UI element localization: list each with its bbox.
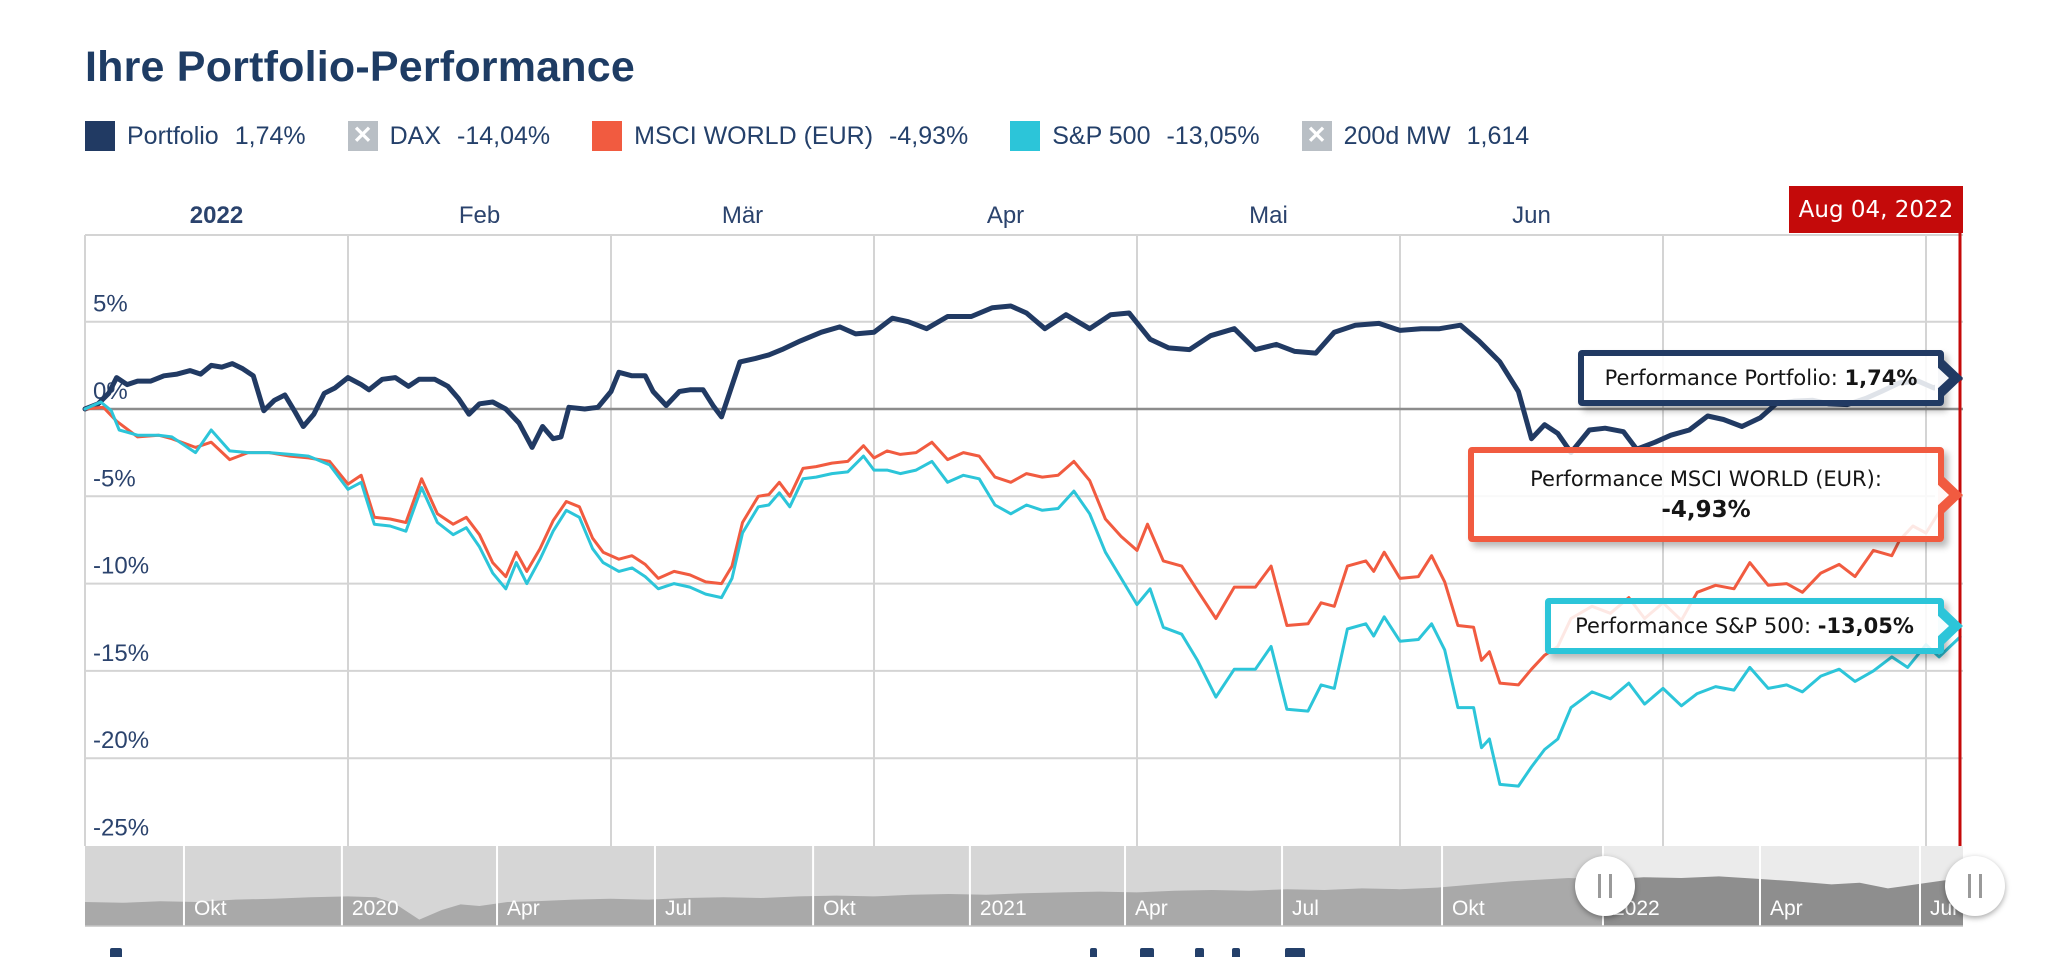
y-axis-tick-label: -25%: [93, 815, 149, 842]
series-line-portfolio: [82, 303, 1963, 456]
legend-item-dax[interactable]: ✕ DAX -14,04%: [347, 121, 551, 151]
x-axis-month-label: 2022: [190, 202, 243, 229]
clipped-text-fragment: [1195, 948, 1204, 957]
navigator-time-label: Okt: [823, 897, 856, 920]
y-axis-tick-label: 5%: [93, 291, 128, 318]
legend-label: S&P 500: [1052, 121, 1151, 150]
clipped-text-fragment: [1140, 948, 1154, 957]
navigator-time-label: 2021: [980, 897, 1027, 920]
grip-icon: [1598, 874, 1601, 898]
navigator-time-label: Apr: [1770, 897, 1803, 920]
navigator-time-label: Jul: [665, 897, 692, 920]
tooltip-text: Performance Portfolio: 1,74%: [1604, 366, 1918, 390]
legend-value: -4,93%: [889, 121, 969, 150]
navigator-time-label: Apr: [1135, 897, 1168, 920]
tooltip-sp500: Performance S&P 500: -13,05%: [1545, 598, 1944, 654]
sp500-swatch-icon: [1010, 121, 1041, 151]
legend-item-200d-mw[interactable]: ✕ 200d MW 1,614: [1301, 121, 1530, 151]
y-axis-tick-label: -20%: [93, 727, 149, 754]
legend-value: -14,04%: [457, 121, 551, 150]
navigator-time-label: Okt: [1452, 897, 1485, 920]
legend-item-msci-world[interactable]: MSCI WORLD (EUR) -4,93%: [592, 121, 968, 151]
legend-value: 1,74%: [234, 121, 306, 150]
tooltip-msci-world: Performance MSCI WORLD (EUR): -4,93%: [1468, 447, 1944, 542]
x-axis-month-label: Mär: [722, 202, 763, 229]
y-axis-tick-label: -5%: [93, 465, 136, 492]
msci-swatch-icon: [592, 121, 623, 151]
x-axis-month-label: Mai: [1249, 202, 1288, 229]
tooltip-text: Performance MSCI WORLD (EUR):: [1530, 466, 1882, 491]
legend-label: Portfolio: [127, 121, 219, 150]
portfolio-swatch-icon: [85, 121, 115, 151]
grip-icon: [1979, 874, 1982, 898]
legend-label: DAX: [389, 121, 442, 150]
page-title: Ihre Portfolio-Performance: [85, 42, 635, 91]
clipped-text-fragment: [1090, 948, 1097, 957]
legend-item-sp500[interactable]: S&P 500 -13,05%: [1010, 121, 1260, 151]
legend-label: MSCI WORLD (EUR): [634, 121, 874, 150]
legend-value: -13,05%: [1166, 121, 1260, 150]
x-axis-month-label: Jun: [1512, 202, 1551, 229]
y-axis-tick-label: -15%: [93, 640, 149, 667]
legend-label: 200d MW: [1343, 121, 1451, 150]
grip-icon: [1968, 874, 1971, 898]
tooltip-text: Performance S&P 500: -13,05%: [1575, 614, 1914, 638]
navigator-time-label: Apr: [507, 897, 540, 920]
tooltip-value: -4,93%: [1661, 496, 1751, 523]
legend-item-portfolio[interactable]: Portfolio 1,74%: [85, 121, 306, 151]
tooltip-portfolio: Performance Portfolio: 1,74%: [1578, 350, 1944, 406]
grip-icon: [1609, 874, 1612, 898]
deselected-x-icon: ✕: [1301, 121, 1332, 151]
clipped-text-fragment: [1232, 948, 1240, 957]
navigator-time-label: Okt: [194, 897, 227, 920]
navigator-time-label: Jul: [1292, 897, 1319, 920]
series-line-s-p-500: [83, 400, 1962, 788]
navigator-area-selected: [1602, 876, 1963, 926]
end-date-badge: Aug 04, 2022: [1789, 186, 1963, 233]
navigator-left-handle[interactable]: [1575, 856, 1635, 916]
y-axis-tick-label: -10%: [93, 553, 149, 580]
x-axis-month-label: Feb: [459, 202, 500, 229]
deselected-x-icon: ✕: [347, 121, 378, 151]
legend-value: 1,614: [1466, 121, 1530, 150]
navigator-area: [85, 876, 1963, 926]
chart-legend: Portfolio 1,74% ✕ DAX -14,04% MSCI WORLD…: [85, 121, 1529, 151]
clipped-text-fragment: [110, 948, 122, 957]
x-axis-month-label: Apr: [987, 202, 1024, 229]
clipped-text-fragment: [1285, 948, 1305, 957]
navigator-right-handle[interactable]: [1945, 856, 2005, 916]
navigator-time-label: 2020: [352, 897, 399, 920]
